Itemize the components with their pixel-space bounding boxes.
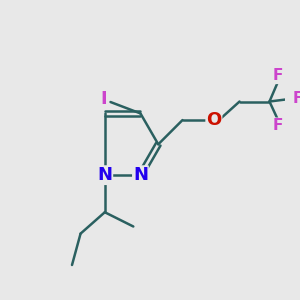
Text: F: F <box>293 91 300 106</box>
Text: N: N <box>133 166 148 184</box>
Text: I: I <box>100 90 107 108</box>
Text: N: N <box>97 166 112 184</box>
Text: F: F <box>273 68 283 83</box>
Text: O: O <box>206 111 221 129</box>
Text: F: F <box>273 118 283 133</box>
